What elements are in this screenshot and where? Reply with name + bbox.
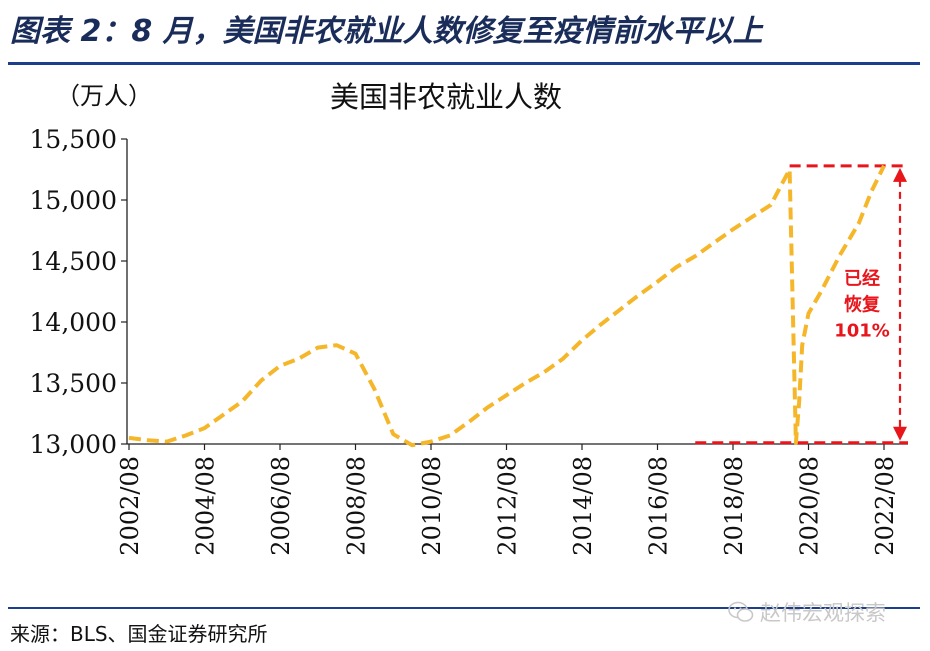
series-line-nonfarm-payrolls: [128, 164, 886, 448]
x-tick-label: 2016/08: [645, 456, 673, 556]
annotation-lines: [695, 164, 908, 445]
y-tick-label: 15,500: [30, 125, 117, 154]
footer-rule: [8, 607, 920, 609]
recovery-label-line: 已经: [844, 267, 880, 289]
x-tick-label: 2004/08: [192, 456, 220, 556]
x-tick-label: 2008/08: [343, 456, 371, 556]
x-tick-label: 2020/08: [796, 456, 824, 556]
figure-title: 图表 2：8 月，美国非农就业人数修复至疫情前水平以上: [10, 14, 763, 49]
x-tick-label: 2018/08: [720, 456, 748, 556]
x-tick-label: 2010/08: [418, 456, 446, 556]
title-rule: [8, 62, 920, 65]
chart-ticks: 13,000 13,500 14,000 14,500 15,000 15,500 2002…: [30, 125, 899, 556]
x-tick-label: 2002/08: [116, 456, 144, 556]
y-tick-label: 14,000: [30, 308, 117, 337]
x-tick-label: 2012/08: [494, 456, 522, 556]
source-note: 来源：BLS、国金证券研究所: [10, 622, 268, 646]
wechat-icon: [728, 601, 754, 622]
line-chart: 13,000 13,500 14,000 14,500 15,000 15,500 2002…: [30, 125, 908, 556]
y-tick-label: 14,500: [30, 247, 117, 276]
y-unit-label: （万人）: [56, 82, 152, 110]
recovery-label-line: 101%: [834, 320, 890, 341]
recovery-arrow: [893, 167, 907, 441]
x-tick-label: 2014/08: [569, 456, 597, 556]
arrow-head-up: [893, 167, 907, 182]
y-tick-label: 15,000: [30, 186, 117, 215]
y-tick-label: 13,500: [30, 369, 117, 398]
x-tick-label: 2006/08: [267, 456, 295, 556]
watermark: 赵伟宏观探索: [728, 597, 886, 627]
recovery-label-line: 恢复: [844, 293, 881, 315]
y-tick-label: 13,000: [30, 430, 117, 459]
chart-title: 美国非农就业人数: [330, 80, 563, 114]
x-tick-label: 2022/08: [871, 456, 899, 556]
chart-axes: [126, 139, 908, 445]
watermark-text: 赵伟宏观探索: [760, 601, 886, 625]
arrow-head-down: [893, 426, 907, 441]
